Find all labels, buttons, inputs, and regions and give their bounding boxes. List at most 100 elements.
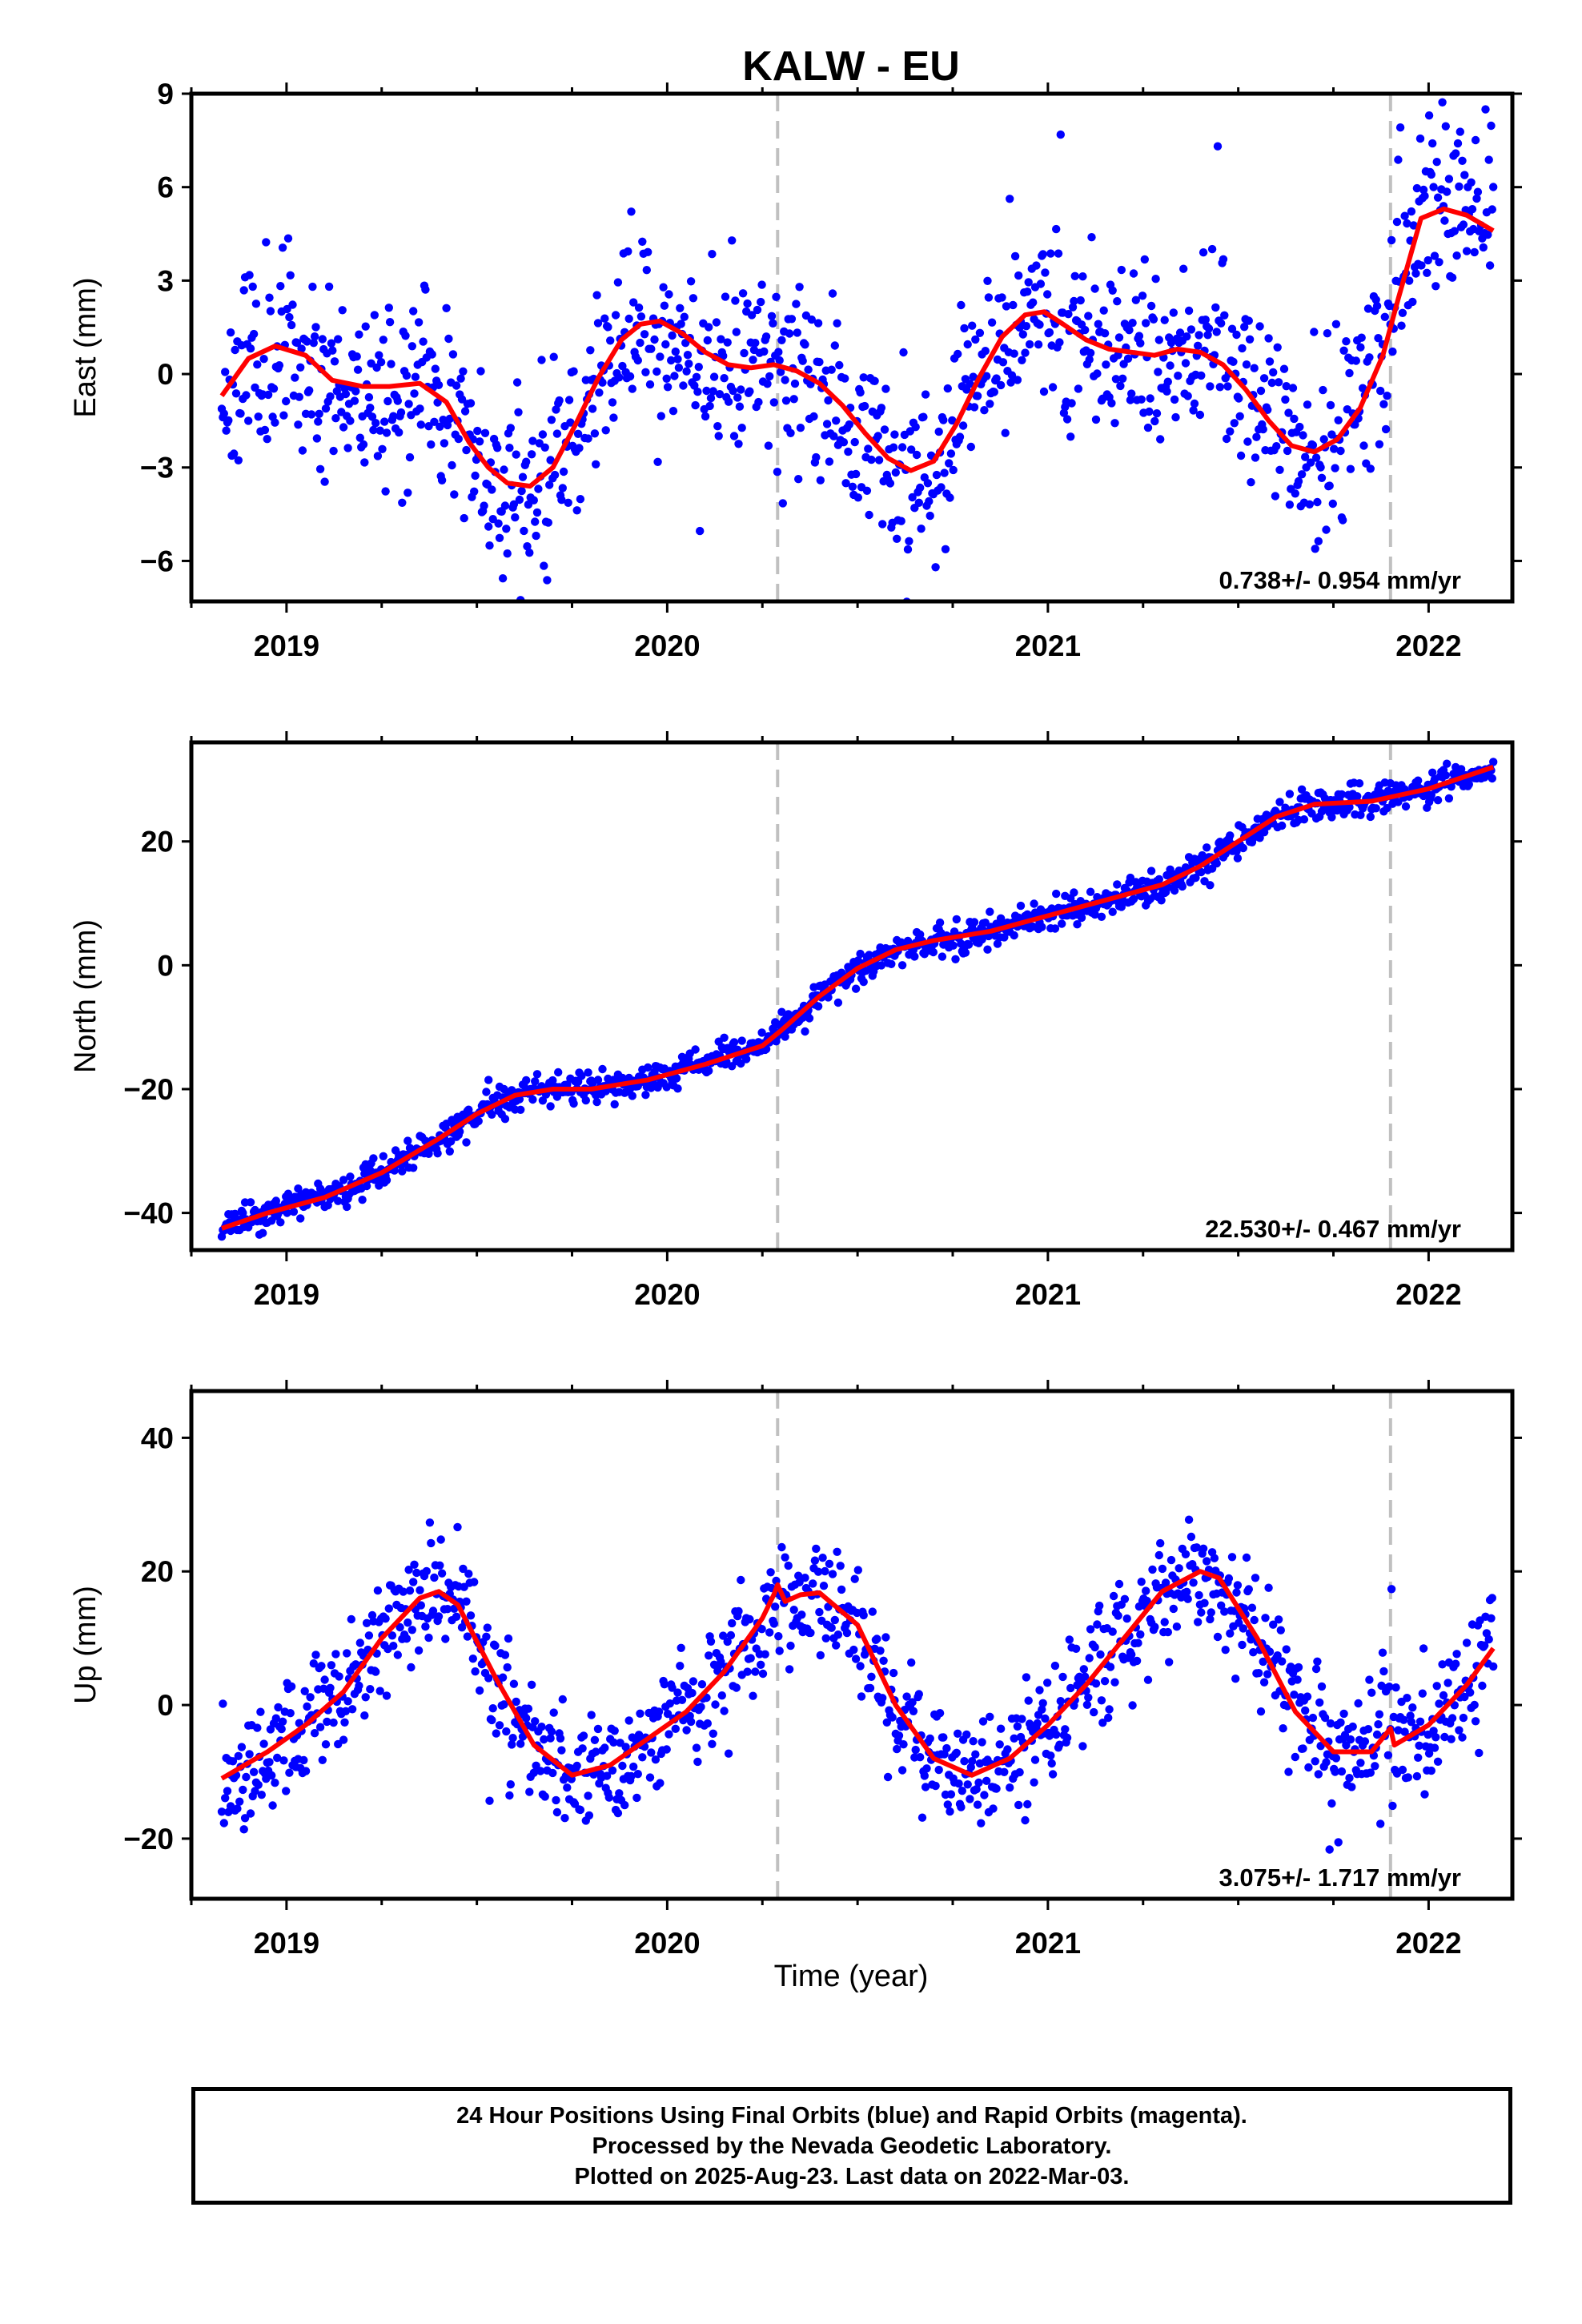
data-point [893, 534, 901, 543]
data-point [1470, 247, 1479, 257]
data-point [1411, 269, 1420, 278]
data-point [636, 312, 646, 321]
data-point [1431, 282, 1440, 291]
data-point [246, 344, 255, 353]
data-point [1003, 1745, 1012, 1754]
data-point [1355, 779, 1364, 788]
data-point [1336, 1718, 1345, 1727]
data-point [600, 314, 609, 323]
data-point [1169, 308, 1178, 317]
data-point [1314, 537, 1323, 545]
data-point [1284, 408, 1293, 417]
data-point [1154, 875, 1164, 884]
data-point [1294, 476, 1303, 486]
data-point [825, 1559, 834, 1569]
data-point [824, 396, 833, 405]
data-point [1129, 895, 1138, 903]
data-point [1464, 780, 1474, 789]
data-point [305, 386, 314, 395]
east-panel: −6 −3 0 3 6 9 2019 2020 2021 2022 East (mm) 0.738+/… [69, 65, 1522, 662]
data-point [690, 381, 699, 390]
data-point [235, 1797, 244, 1806]
data-point [1488, 205, 1497, 214]
data-point [1429, 183, 1438, 191]
data-point [983, 945, 992, 954]
data-point [1440, 216, 1449, 225]
data-point [273, 1753, 282, 1763]
data-point [693, 1757, 702, 1767]
data-point [364, 1631, 374, 1640]
data-point [1444, 175, 1454, 183]
data-point [371, 419, 380, 428]
data-point [1113, 880, 1122, 889]
data-point [224, 416, 233, 425]
data-point [1093, 1620, 1102, 1629]
data-point [625, 372, 635, 381]
data-point [1308, 440, 1318, 450]
data-point [717, 1691, 726, 1700]
data-point [452, 381, 461, 390]
data-point [769, 319, 777, 328]
x-axis-label: Time (year) [774, 1960, 929, 1993]
y-tick-label: −20 [123, 1073, 174, 1106]
data-point [916, 1753, 925, 1762]
y-tick-label: 20 [141, 1555, 174, 1588]
data-point [624, 1716, 633, 1725]
data-point [436, 1561, 444, 1570]
data-point [728, 1618, 737, 1628]
data-point [1189, 406, 1198, 415]
velocity-rate-label: 0.738+/- 0.954 mm/yr [1219, 566, 1461, 594]
data-point [405, 452, 415, 462]
data-point [1030, 1778, 1038, 1787]
data-point [648, 65, 656, 73]
data-point [798, 356, 807, 365]
data-point [1041, 268, 1050, 277]
data-point [899, 1740, 908, 1749]
data-point [437, 1569, 447, 1578]
data-point [686, 277, 696, 286]
data-point [971, 335, 980, 344]
data-point [1114, 1611, 1122, 1620]
data-point [230, 449, 239, 458]
data-point [712, 318, 721, 327]
data-point [785, 329, 794, 338]
data-point [287, 1682, 296, 1691]
data-point [961, 948, 970, 957]
data-point [715, 390, 725, 399]
data-point [865, 1683, 875, 1693]
data-point [414, 1646, 424, 1655]
data-point [1315, 1698, 1324, 1707]
x-tick-label: 2019 [254, 1927, 319, 1960]
data-point [456, 1127, 464, 1136]
plot-frame [189, 91, 1515, 604]
data-point [1181, 1550, 1191, 1559]
data-point [464, 1570, 473, 1578]
data-point [1251, 453, 1260, 462]
data-point [522, 1076, 531, 1085]
data-point [271, 1714, 280, 1723]
data-point [638, 237, 647, 246]
data-point [360, 1711, 369, 1720]
data-point [315, 1723, 325, 1731]
data-point [951, 955, 960, 964]
data-point [1427, 170, 1436, 179]
data-point [701, 412, 710, 421]
data-point [283, 234, 293, 243]
data-point [874, 456, 884, 464]
data-point [1058, 919, 1066, 928]
data-point [271, 418, 279, 427]
data-point [787, 315, 797, 324]
data-point [494, 519, 503, 528]
data-point [948, 416, 957, 425]
data-point [1143, 423, 1153, 432]
data-point [282, 396, 291, 406]
data-point [500, 1115, 510, 1124]
data-point [330, 357, 339, 366]
data-point [436, 422, 444, 431]
data-point [638, 1753, 647, 1762]
data-point [801, 340, 809, 349]
data-point [1022, 322, 1031, 331]
data-point [1407, 207, 1416, 216]
data-point [1274, 1615, 1283, 1624]
data-point [1160, 1618, 1169, 1626]
